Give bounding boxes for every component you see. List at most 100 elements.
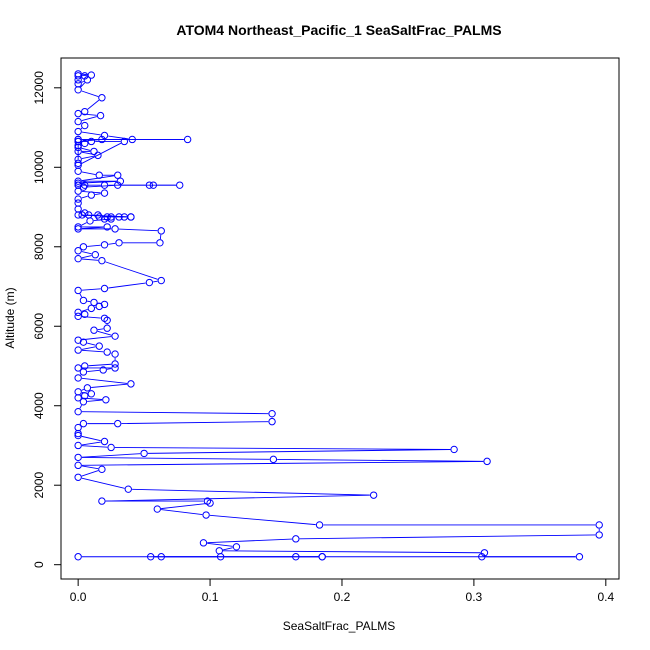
data-point (114, 171, 122, 179)
data-point (315, 521, 324, 529)
series-segment (91, 383, 128, 388)
data-point (81, 121, 89, 130)
data-point (268, 417, 276, 426)
series-segment (81, 73, 88, 76)
data-point (79, 183, 88, 191)
data-point (98, 135, 106, 144)
series-segment (108, 242, 116, 245)
data-point (74, 286, 82, 295)
data-point (120, 137, 129, 146)
data-point (595, 531, 603, 539)
series-segment (121, 421, 269, 425)
series-segment (81, 460, 484, 466)
data-point (147, 553, 155, 561)
series-segment (81, 316, 101, 319)
data-point (74, 312, 82, 321)
series-segment (161, 503, 207, 510)
series-segment (81, 377, 128, 384)
data-point (156, 239, 164, 247)
data-point (83, 76, 92, 84)
series-segment (207, 542, 233, 547)
data-point (111, 360, 119, 368)
data-point (95, 302, 103, 311)
data-point (87, 304, 96, 313)
data-point (111, 225, 119, 233)
series-segment (79, 404, 83, 409)
data-point (127, 380, 135, 388)
data-point (145, 181, 154, 189)
data-point (74, 147, 82, 156)
series-segment (81, 346, 96, 350)
series-segment (81, 441, 101, 446)
data-point (483, 457, 491, 466)
series-segment (87, 300, 91, 303)
data-point (98, 465, 106, 474)
y-tick-label: 0 (32, 561, 46, 568)
data-point (74, 187, 82, 195)
data-point (157, 276, 165, 285)
data-point (87, 137, 96, 146)
series-segment (81, 255, 92, 259)
data-point (74, 135, 82, 144)
data-point (107, 213, 115, 221)
data-point (183, 135, 192, 144)
data-point (98, 497, 106, 505)
x-tick-label: 0.0 (70, 590, 87, 604)
data-point (199, 539, 208, 547)
data-point (74, 137, 82, 146)
data-point (202, 511, 210, 519)
data-point (98, 256, 106, 265)
series-segment (106, 368, 112, 370)
data-point (103, 348, 111, 356)
x-tick-label: 0.2 (334, 590, 351, 604)
series-segment (81, 171, 96, 175)
data-point (74, 394, 82, 402)
series-segment (87, 184, 114, 188)
series-segment (88, 363, 112, 367)
data-point (111, 364, 119, 372)
data-point (478, 553, 486, 561)
series-points (74, 70, 603, 561)
series-segment (87, 369, 100, 373)
data-point (114, 419, 122, 428)
x-axis-label: SeaSaltFrac_PALMS (283, 619, 396, 633)
series-segment (108, 282, 146, 289)
data-point (87, 191, 96, 199)
data-point (79, 243, 88, 251)
series-segment (153, 280, 158, 283)
series-segment (80, 127, 83, 130)
series-segment (81, 180, 117, 184)
data-point (107, 215, 115, 223)
data-point (74, 225, 82, 233)
series-segment (81, 147, 91, 151)
y-tick-label: 4000 (32, 392, 46, 419)
data-point (74, 159, 82, 168)
series-segment (81, 470, 99, 477)
data-point (100, 241, 109, 249)
data-point (74, 167, 82, 175)
data-point (111, 350, 119, 358)
data-point (74, 429, 82, 438)
y-tick-label: 8000 (32, 233, 46, 260)
series-segment (222, 547, 233, 551)
data-point (74, 254, 82, 263)
series-segment (207, 538, 293, 544)
data-point (100, 181, 109, 189)
series-segment (97, 330, 112, 336)
series-segment (97, 328, 104, 331)
series-segment (118, 228, 158, 232)
data-point (81, 139, 89, 148)
data-point (100, 189, 109, 197)
series-segment (81, 397, 103, 400)
data-point (98, 94, 106, 102)
data-point (140, 449, 148, 458)
data-point (103, 223, 111, 231)
data-point (145, 278, 154, 287)
data-point (100, 437, 109, 446)
data-point (103, 324, 111, 332)
series-segment (81, 90, 99, 97)
data-point (595, 521, 603, 529)
data-point (91, 251, 99, 259)
data-point (149, 181, 158, 189)
data-point (157, 227, 165, 235)
